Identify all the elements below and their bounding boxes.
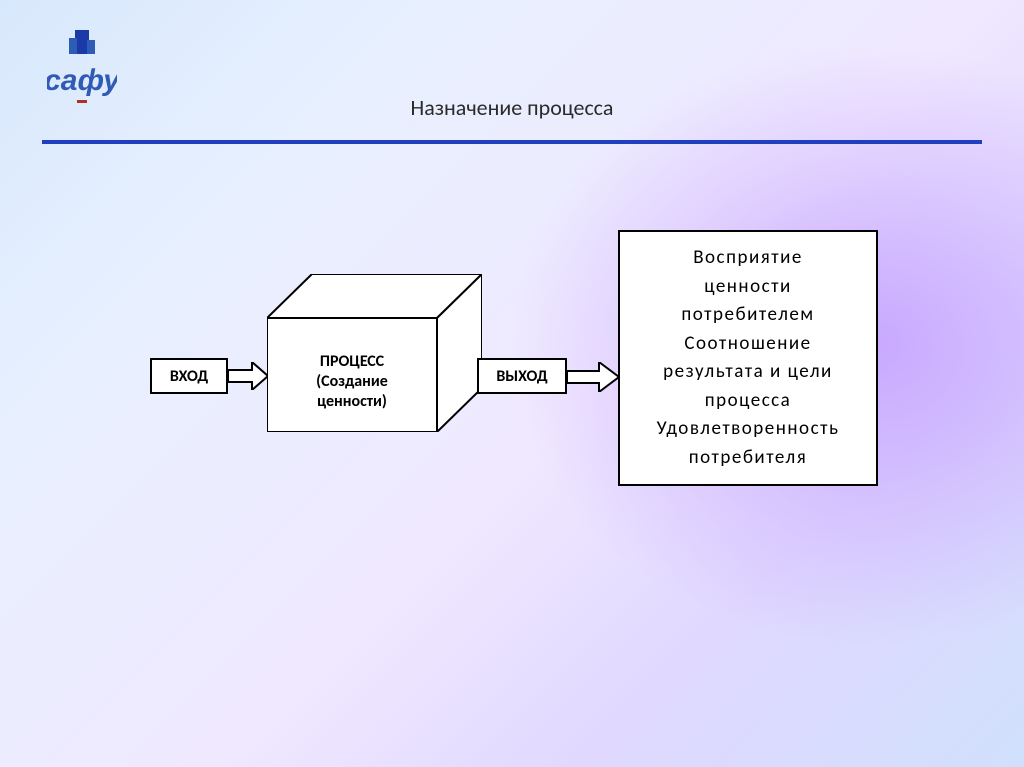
result-line-5: процесса xyxy=(705,387,792,416)
input-box: ВХОД xyxy=(150,358,228,394)
result-line-7: потребителя xyxy=(689,444,808,473)
process-label-line1: ПРОЦЕСС xyxy=(273,352,431,372)
svg-text:сафу: сафу xyxy=(47,64,117,97)
result-line-6: Удовлетворенность xyxy=(657,415,840,444)
result-line-2: потребителем xyxy=(681,301,814,330)
arrow-output-to-result xyxy=(567,362,619,392)
process-label: ПРОЦЕСС (Создание ценности) xyxy=(267,352,437,412)
result-line-1: ценности xyxy=(704,273,792,302)
header-divider xyxy=(42,140,982,144)
result-line-3: Соотношение xyxy=(684,330,811,359)
output-label: ВЫХОД xyxy=(496,367,547,386)
process-label-line2: (Создание xyxy=(273,372,431,392)
page-title: Назначение процесса xyxy=(0,94,1024,121)
output-box: ВЫХОД xyxy=(477,358,567,394)
input-label: ВХОД xyxy=(170,367,208,386)
process-label-line3: ценности) xyxy=(273,392,431,412)
result-line-4: результата и цели xyxy=(663,358,833,387)
process-cuboid: ПРОЦЕСС (Создание ценности) xyxy=(267,274,482,432)
process-flow-diagram: ВХОД ПРОЦЕСС (Создание ценности) ВЫХОД В… xyxy=(150,230,890,530)
arrow-input-to-process xyxy=(228,362,268,390)
result-box: Восприятие ценности потребителем Соотнош… xyxy=(618,230,878,486)
result-line-0: Восприятие xyxy=(693,244,803,273)
